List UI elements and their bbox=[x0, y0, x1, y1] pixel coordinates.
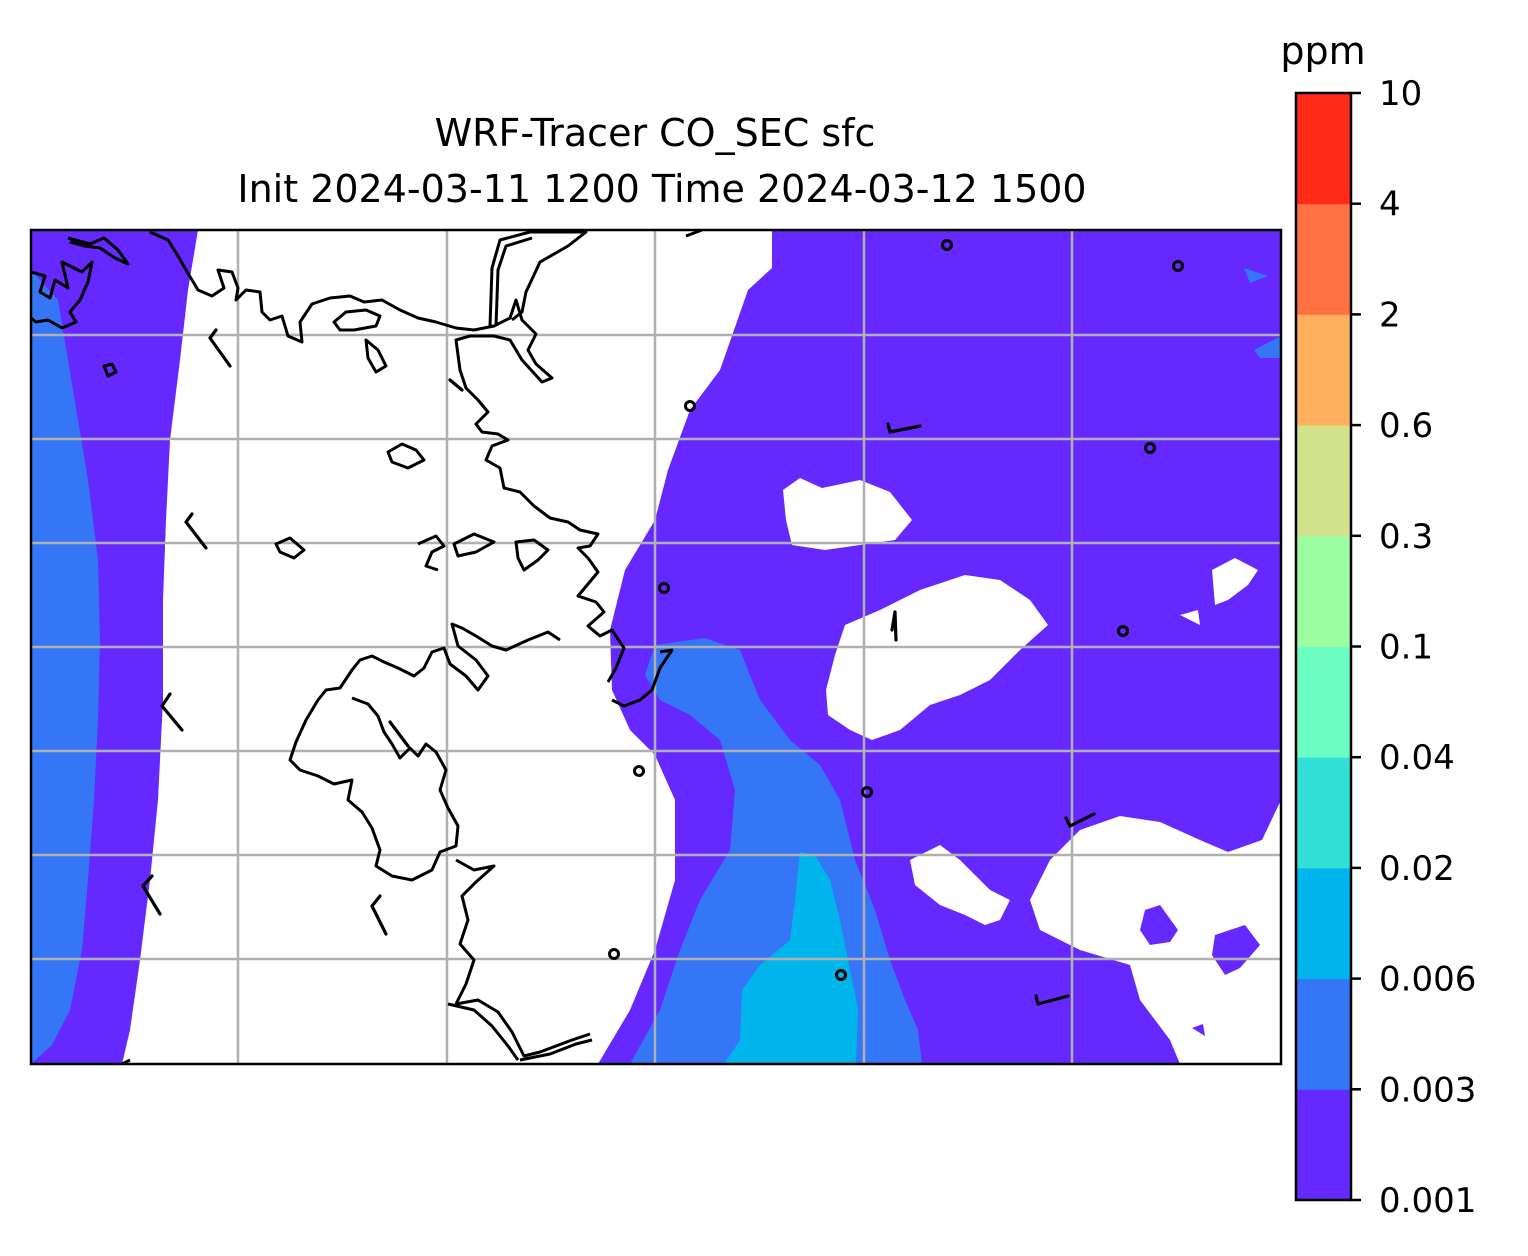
colorbar-tick-label: 10 bbox=[1379, 74, 1422, 114]
coastline-south-inlet bbox=[288, 622, 674, 882]
coastline-north-inlet bbox=[67, 236, 130, 266]
calm-marker bbox=[658, 582, 670, 594]
colorbar-segment bbox=[1296, 867, 1351, 980]
colorbar-tick-label: 0.001 bbox=[1379, 1181, 1476, 1221]
colorbar-segment bbox=[1296, 646, 1351, 758]
gridlines bbox=[31, 230, 1281, 1064]
coastline-lake bbox=[102, 362, 118, 378]
wind-barb bbox=[890, 610, 898, 642]
wind-barb bbox=[208, 328, 232, 368]
colorbar-tick-label: 0.003 bbox=[1379, 1070, 1476, 1110]
colorbar: ppm 0.001 0.003 0.006 0.02 0.04 0.1 0.3 0.6 2 4 10 bbox=[1280, 29, 1476, 1221]
wind-barb bbox=[141, 874, 162, 916]
colorbar-segment bbox=[1296, 535, 1351, 647]
coastline-island-7 bbox=[514, 538, 550, 572]
title-line-2: Init 2024-03-11 1200 Time 2024-03-12 150… bbox=[237, 167, 1086, 211]
calm-marker bbox=[941, 239, 953, 251]
map-panel bbox=[31, 230, 1281, 1064]
map-frame bbox=[29, 228, 1283, 1066]
colorbar-tick-label: 0.02 bbox=[1379, 849, 1455, 889]
wind-barb bbox=[1034, 994, 1070, 1006]
contour-east-level2 bbox=[630, 638, 922, 1064]
coastline-island-5 bbox=[417, 534, 446, 572]
blob-se-1 bbox=[1140, 905, 1178, 945]
coastline-northwest bbox=[31, 260, 94, 330]
blob-ne-2 bbox=[1254, 336, 1281, 358]
calm-markers bbox=[608, 239, 1184, 981]
wind-barbs bbox=[141, 328, 1096, 1006]
colorbar-unit: ppm bbox=[1280, 29, 1365, 73]
colorbar-ticks: 0.001 0.003 0.006 0.02 0.04 0.1 0.3 0.6 2 4 10 bbox=[1351, 74, 1476, 1221]
colorbar-segment bbox=[1296, 1089, 1351, 1201]
hole-north bbox=[783, 478, 912, 550]
colorbar-tick-label: 0.3 bbox=[1379, 517, 1433, 557]
calm-marker bbox=[1172, 260, 1184, 272]
calm-marker bbox=[1144, 442, 1156, 454]
coastline-island-4 bbox=[274, 536, 306, 560]
calm-marker bbox=[633, 765, 645, 777]
contour-west-level2 bbox=[31, 270, 100, 1064]
colorbar-segment bbox=[1296, 93, 1351, 205]
coastlines bbox=[31, 230, 703, 1064]
colorbar-tick-label: 4 bbox=[1379, 185, 1401, 225]
colorbar-segment bbox=[1296, 425, 1351, 537]
wind-barb bbox=[388, 720, 410, 748]
coastline-puget-south bbox=[447, 858, 593, 1062]
colorbar-tick-label: 0.1 bbox=[1379, 628, 1433, 668]
hole-southeast bbox=[910, 845, 1010, 925]
colorbar-tick-label: 0.04 bbox=[1379, 738, 1455, 778]
wind-barb bbox=[160, 692, 184, 732]
coastline-island-1 bbox=[332, 308, 382, 332]
colorbar-tick-label: 2 bbox=[1379, 295, 1401, 335]
coastline-inlet-hood bbox=[488, 230, 588, 327]
colorbar-segment bbox=[1296, 203, 1351, 315]
colorbar-segment bbox=[1296, 314, 1351, 426]
coastline-island-2 bbox=[364, 338, 388, 374]
colorbar-tick-label: 0.6 bbox=[1379, 406, 1433, 446]
hole-central bbox=[826, 575, 1048, 740]
colorbar-segments bbox=[1296, 93, 1351, 1201]
calm-marker bbox=[1117, 625, 1129, 637]
coastline-island-6 bbox=[452, 532, 496, 558]
blob-se-3 bbox=[1192, 1024, 1205, 1036]
wind-barb bbox=[886, 422, 922, 434]
colorbar-segment bbox=[1296, 978, 1351, 1090]
coastline-island-3 bbox=[386, 442, 426, 470]
hole-east-sliver bbox=[1180, 610, 1200, 625]
colorbar-segment bbox=[1296, 757, 1351, 869]
colorbar-tick-label: 0.006 bbox=[1379, 960, 1476, 1000]
calm-marker bbox=[861, 786, 873, 798]
calm-marker bbox=[684, 400, 696, 412]
colorbar-frame bbox=[1294, 91, 1353, 1202]
wind-barb bbox=[370, 894, 388, 936]
title-line-1: WRF-Tracer CO_SEC sfc bbox=[435, 111, 876, 155]
wind-barb bbox=[184, 512, 208, 550]
calm-marker bbox=[835, 969, 847, 981]
calm-marker bbox=[608, 948, 620, 960]
wind-barb bbox=[448, 378, 464, 392]
coastline-north-main bbox=[149, 230, 626, 683]
blob-ne-1 bbox=[1244, 268, 1268, 283]
blob-se-2 bbox=[1212, 925, 1260, 975]
hole-east-small bbox=[1212, 558, 1258, 605]
wind-barb bbox=[1064, 812, 1096, 828]
